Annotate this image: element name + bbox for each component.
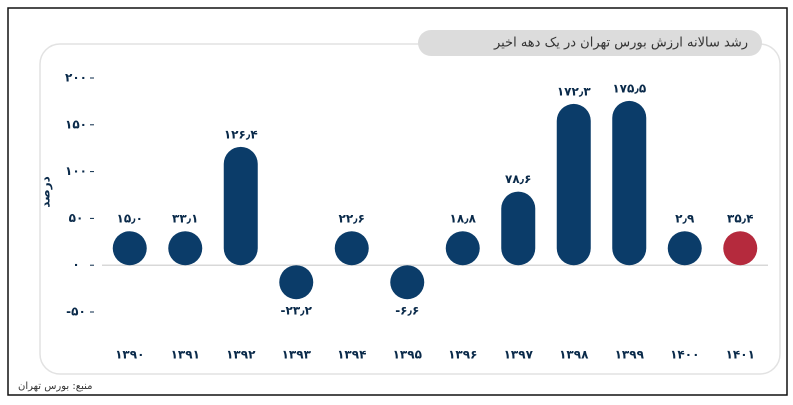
y-tick-label: ۰ bbox=[72, 258, 79, 272]
x-tick-label: ۱۴۰۱ bbox=[726, 348, 755, 362]
x-tick-label: ۱۴۰۰ bbox=[670, 348, 699, 362]
bar bbox=[112, 231, 147, 266]
title-pill bbox=[418, 30, 762, 56]
value-label: -۶٫۶ bbox=[395, 304, 419, 318]
bar bbox=[612, 100, 647, 266]
value-label: ۳۳٫۱ bbox=[172, 212, 198, 226]
source: منبع: بورس تهران bbox=[18, 381, 92, 392]
value-label: ۱۵٫۰ bbox=[117, 212, 143, 226]
x-tick-label: ۱۳۹۰ bbox=[115, 348, 144, 362]
value-label: -۲۳٫۲ bbox=[281, 304, 313, 318]
bar bbox=[556, 103, 591, 266]
value-label: ۱۷۲٫۳ bbox=[557, 84, 591, 98]
value-label: ۱۷۵٫۵ bbox=[612, 81, 646, 95]
bar bbox=[501, 191, 536, 266]
x-tick-label: ۱۳۹۲ bbox=[226, 348, 256, 362]
x-tick-label: ۱۳۹۴ bbox=[337, 348, 366, 362]
y-tick-label: ۲۰۰ bbox=[65, 71, 87, 85]
x-tick-label: ۱۳۹۹ bbox=[615, 348, 645, 362]
value-label: ۱۲۶٫۴ bbox=[224, 127, 258, 141]
y-tick-label: ۵۰ bbox=[69, 211, 84, 225]
y-tick-label: -۵۰ bbox=[66, 305, 86, 319]
x-tick-label: ۱۳۹۱ bbox=[171, 348, 200, 362]
panel bbox=[39, 43, 781, 375]
value-label: ۷۸٫۶ bbox=[505, 172, 531, 186]
y-tick-label: ۱۵۰ bbox=[65, 117, 87, 131]
bar bbox=[667, 231, 702, 266]
bar bbox=[223, 146, 258, 266]
x-tick-label: ۱۳۹۶ bbox=[448, 348, 477, 362]
x-tick-label: ۱۳۹۸ bbox=[559, 348, 589, 362]
chart-title: رشد سالانه ارزش بورس تهران در یک دهه اخی… bbox=[493, 36, 748, 51]
bar bbox=[390, 265, 425, 300]
x-tick-label: ۱۳۹۷ bbox=[504, 348, 534, 362]
value-label: ۱۸٫۸ bbox=[450, 212, 477, 226]
value-label: ۳۵٫۴ bbox=[727, 212, 753, 226]
bar bbox=[168, 231, 203, 266]
bar bbox=[445, 231, 480, 266]
y-tick-label: ۱۰۰ bbox=[65, 164, 87, 178]
x-tick-label: ۱۳۹۵ bbox=[393, 348, 422, 362]
bar bbox=[279, 265, 314, 300]
x-tick-label: ۱۳۹۳ bbox=[282, 348, 312, 362]
y-axis-label: درصد bbox=[39, 176, 53, 208]
value-label: ۲۲٫۶ bbox=[339, 212, 365, 226]
value-label: ۲٫۹ bbox=[675, 212, 695, 226]
bar bbox=[723, 231, 758, 266]
bar bbox=[334, 231, 369, 266]
